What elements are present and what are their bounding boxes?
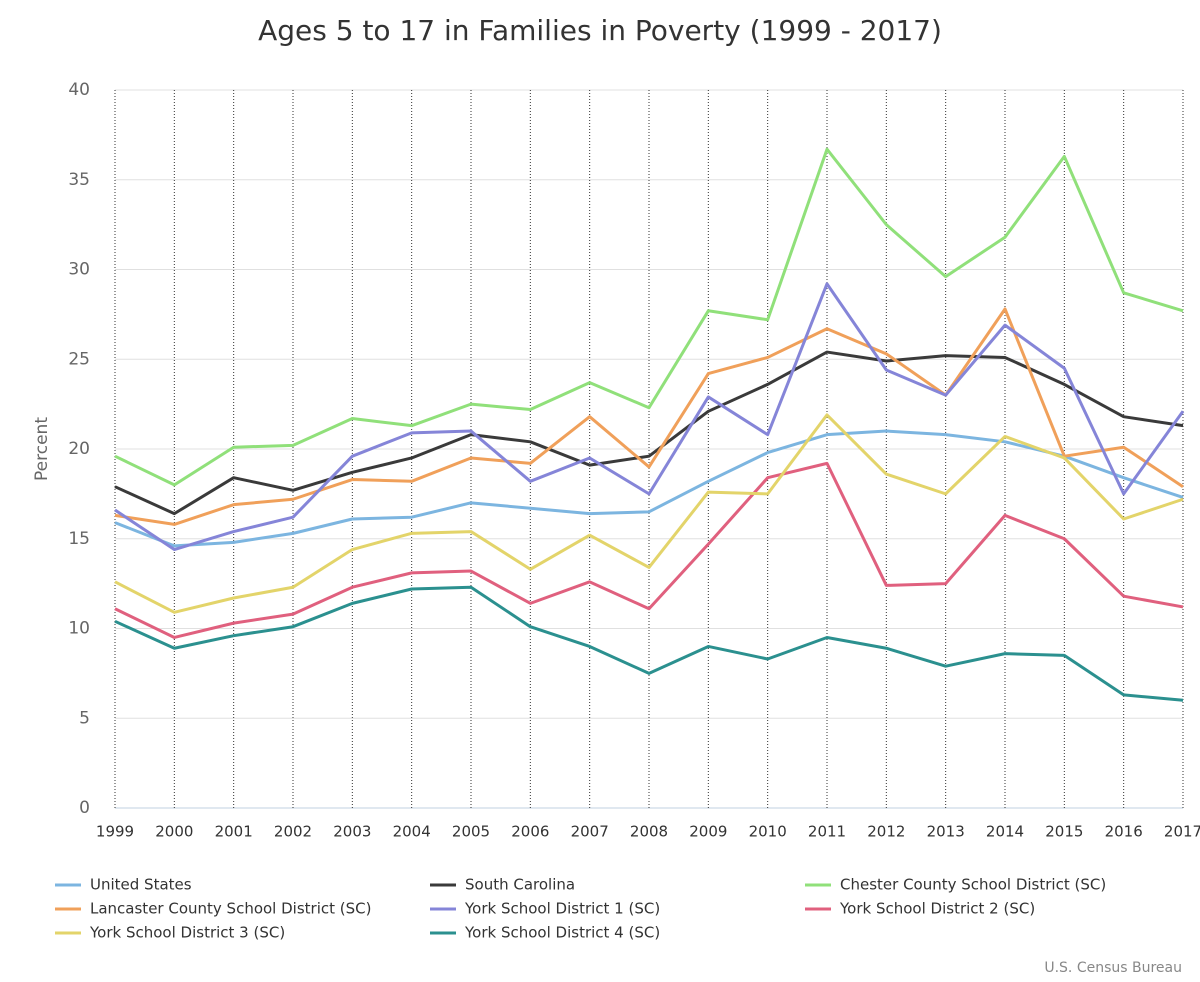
x-tick-label: 2008: [630, 823, 668, 841]
y-tick-label: 10: [68, 619, 90, 639]
x-tick-label: 2004: [393, 823, 431, 841]
legend-label: Lancaster County School District (SC): [90, 900, 371, 918]
x-tick-label: 2010: [749, 823, 787, 841]
y-tick-label: 35: [68, 170, 90, 190]
legend-label: York School District 1 (SC): [464, 900, 660, 918]
x-tick-label: 2014: [986, 823, 1024, 841]
x-tick-label: 2000: [155, 823, 193, 841]
legend-label: South Carolina: [465, 876, 575, 894]
legend-label: York School District 4 (SC): [464, 924, 660, 942]
x-tick-label: 2015: [1045, 823, 1083, 841]
x-tick-label: 2003: [333, 823, 371, 841]
series-line: [114, 429, 1184, 548]
y-tick-label: 40: [68, 80, 90, 100]
y-tick-label: 30: [68, 260, 90, 280]
series-line: [114, 461, 1184, 639]
legend-label: York School District 3 (SC): [89, 924, 285, 942]
legend-label: York School District 2 (SC): [839, 900, 1035, 918]
y-tick-label: 0: [79, 798, 90, 818]
x-tick-label: 2002: [274, 823, 312, 841]
x-tick-label: 2007: [571, 823, 609, 841]
x-tick-label: 2011: [808, 823, 846, 841]
credit: U.S. Census Bureau: [1044, 960, 1182, 976]
y-tick-label: 25: [68, 349, 90, 369]
x-tick-label: 2017: [1164, 823, 1200, 841]
x-tick-label: 2006: [511, 823, 549, 841]
series-line: [114, 282, 1185, 552]
x-tick-label: 2001: [215, 823, 253, 841]
chart-title: Ages 5 to 17 in Families in Poverty (199…: [258, 14, 942, 47]
y-tick-label: 15: [68, 529, 90, 549]
x-tick-label: 1999: [96, 823, 134, 841]
x-tick-label: 2005: [452, 823, 490, 841]
x-tick-label: 2012: [867, 823, 905, 841]
x-tick-label: 2016: [1105, 823, 1143, 841]
series-line: [114, 350, 1184, 516]
series-line: [114, 585, 1184, 702]
legend-label: Chester County School District (SC): [840, 876, 1106, 894]
x-tick-label: 2013: [927, 823, 965, 841]
y-tick-label: 5: [79, 708, 90, 728]
series-line: [114, 413, 1184, 614]
x-tick-label: 2009: [689, 823, 727, 841]
series-line: [114, 147, 1184, 487]
y-axis-label: Percent: [32, 417, 52, 481]
y-tick-label: 20: [68, 439, 90, 459]
series-line: [114, 307, 1184, 526]
legend-label: United States: [90, 876, 192, 894]
